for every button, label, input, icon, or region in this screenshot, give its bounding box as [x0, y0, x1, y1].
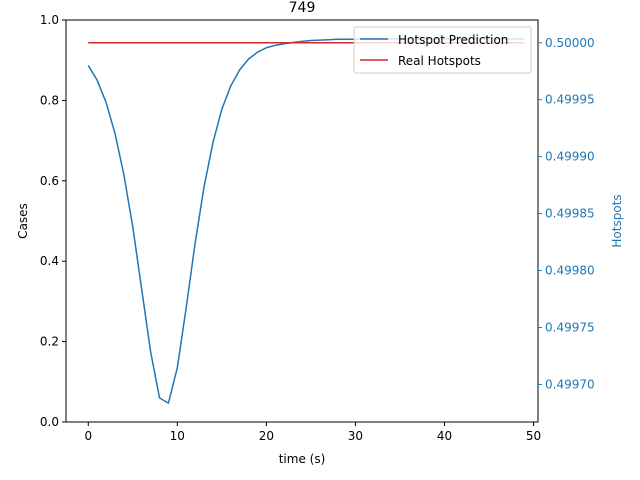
x-tick-label: 40 — [437, 429, 452, 443]
y2-axis-label: Hotspots — [610, 194, 624, 247]
legend-frame — [353, 26, 532, 74]
legend: Hotspot Prediction Real Hotspots — [353, 26, 532, 74]
y2-tick-label: 0.49975 — [545, 320, 595, 334]
y2-tick-label: 0.49985 — [545, 207, 595, 221]
y2-tick-label: 0.49980 — [545, 264, 595, 278]
y-tick-label: 0.6 — [40, 174, 59, 188]
x-tick-label: 10 — [170, 429, 185, 443]
y-axis-left: 0.0 0.2 0.4 0.6 0.8 1.0 — [40, 13, 66, 429]
x-axis-label: time (s) — [279, 452, 326, 466]
series-layer — [87, 38, 525, 404]
legend-label-real: Real Hotspots — [398, 54, 481, 68]
plot-frame — [65, 19, 539, 423]
series-line-hotspot-prediction — [87, 38, 525, 404]
y2-tick-label: 0.49990 — [545, 150, 595, 164]
x-tick-label: 20 — [259, 429, 274, 443]
chart-title: 749 — [289, 0, 316, 16]
y2-tick-label: 0.50000 — [545, 36, 595, 50]
y-axis-label: Cases — [16, 203, 30, 239]
y2-tick-label: 0.49970 — [545, 377, 595, 391]
y-tick-label: 0.4 — [40, 254, 59, 268]
legend-label-prediction: Hotspot Prediction — [398, 33, 508, 47]
y-axis-right: 0.49970 0.49975 0.49980 0.49985 0.49990 0.499… — [538, 36, 595, 391]
x-tick-label: 50 — [526, 429, 541, 443]
y2-tick-label: 0.49995 — [545, 93, 595, 107]
y-tick-label: 0.2 — [40, 335, 59, 349]
x-tick-label: 0 — [84, 429, 92, 443]
y-tick-label: 1.0 — [40, 13, 59, 27]
y-tick-label: 0.0 — [40, 415, 59, 429]
y-tick-label: 0.8 — [40, 93, 59, 107]
x-tick-label: 30 — [348, 429, 363, 443]
x-axis: 0 10 20 30 40 50 — [84, 422, 541, 443]
